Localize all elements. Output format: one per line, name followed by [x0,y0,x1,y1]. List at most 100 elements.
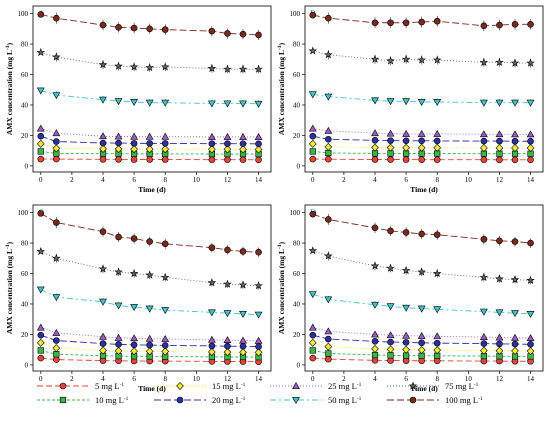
data-point [480,137,488,145]
data-point [36,87,45,95]
data-point [223,64,232,73]
data-point [53,138,60,145]
data-point [527,20,534,28]
legend: 5 mg L-1 15 mg L-1 25 mg L-1 75 mg L-1 10 mg… [37,381,483,405]
data-point [324,142,333,151]
data-point [495,346,504,355]
data-point [224,140,231,147]
series-0 [37,354,262,366]
data-point [417,129,426,137]
data-point [52,344,61,353]
y-tick-label: 20 [293,331,301,339]
y-tick-label: 80 [293,40,301,48]
data-point [130,347,138,356]
panel-a: 0 2 4 6 8 10 12 14 0 20 40 60 80 100 Time (d) AMX conce… [5,5,272,194]
panel-d: 0 2 4 6 8 10 12 14 0 20 40 60 80 100 Time (d) AMX conce… [277,204,544,393]
data-point [386,331,395,339]
series-2 [308,338,535,356]
series-2 [36,338,263,357]
data-point [145,270,154,279]
panel-c: 0 2 4 6 8 10 12 14 0 20 40 60 80 100 Time (d) AMX conce… [5,204,272,393]
x-tick-label: 4 [101,375,105,383]
x-tick-label: 0 [311,176,315,184]
data-point [324,296,333,304]
data-point [130,304,139,312]
data-point [239,156,247,163]
x-tick-label: 8 [163,375,167,383]
series-line [312,93,531,104]
legend-marker [176,396,184,404]
data-point [511,137,519,145]
y-tick-label: 20 [21,331,29,339]
data-point [255,248,262,256]
x-tick-label: 4 [373,375,377,383]
x-tick-label: 10 [465,176,473,184]
data-point [418,156,425,163]
data-point [208,156,216,163]
y-tick-label: 60 [293,270,301,278]
data-point [254,336,263,344]
data-point [511,346,519,355]
data-point [387,227,394,235]
data-point [224,30,231,37]
legend-marker [292,397,300,405]
data-point [371,137,379,144]
x-tick-label: 6 [404,176,408,184]
data-point [36,139,45,148]
data-point [99,340,107,347]
legend-label: 15 mg L-1 [212,381,246,391]
legend-marker [408,381,418,390]
x-tick-label: 2 [342,176,346,184]
series-4 [36,323,263,344]
series-2 [36,139,263,154]
series-line [40,334,259,348]
data-point [386,263,395,272]
data-point [145,99,154,107]
data-point [480,346,488,355]
data-point [432,269,442,278]
data-point [223,279,232,288]
y-tick-label: 0 [297,361,301,369]
data-point [480,143,488,152]
data-point [496,21,503,29]
plot-frame [304,204,544,372]
data-point [479,308,488,316]
data-point [114,132,123,140]
x-tick-label: 14 [255,375,263,383]
series-line [312,143,531,149]
data-point [145,305,154,313]
data-point [418,137,425,145]
data-point [402,137,410,145]
data-point [37,331,45,339]
x-tick-label: 10 [193,176,201,184]
series-3 [37,132,262,148]
data-point [325,155,332,163]
data-point [401,54,411,63]
data-point [37,347,44,354]
series-4 [308,124,535,138]
data-point [417,55,426,64]
legend-marker [176,381,184,391]
series-1 [37,148,262,158]
series-6 [36,47,263,74]
y-tick-label: 80 [21,239,29,247]
legend-marker [409,396,417,404]
data-point [115,139,122,147]
legend-entry-0: 5 mg L-1 [37,381,124,391]
legend-entry-4: 25 mg L-1 [270,381,362,391]
data-point [402,98,411,106]
data-point [402,331,411,339]
data-point [52,129,61,137]
data-point [146,238,153,245]
data-point [401,266,411,275]
data-point [371,338,379,345]
legend-entry-1: 10 mg L-1 [37,395,129,405]
data-point [370,54,380,63]
series-4 [36,124,263,140]
data-point [161,26,169,33]
data-point [308,246,318,255]
data-point [52,144,61,153]
data-point [52,52,61,61]
data-point [402,156,410,163]
